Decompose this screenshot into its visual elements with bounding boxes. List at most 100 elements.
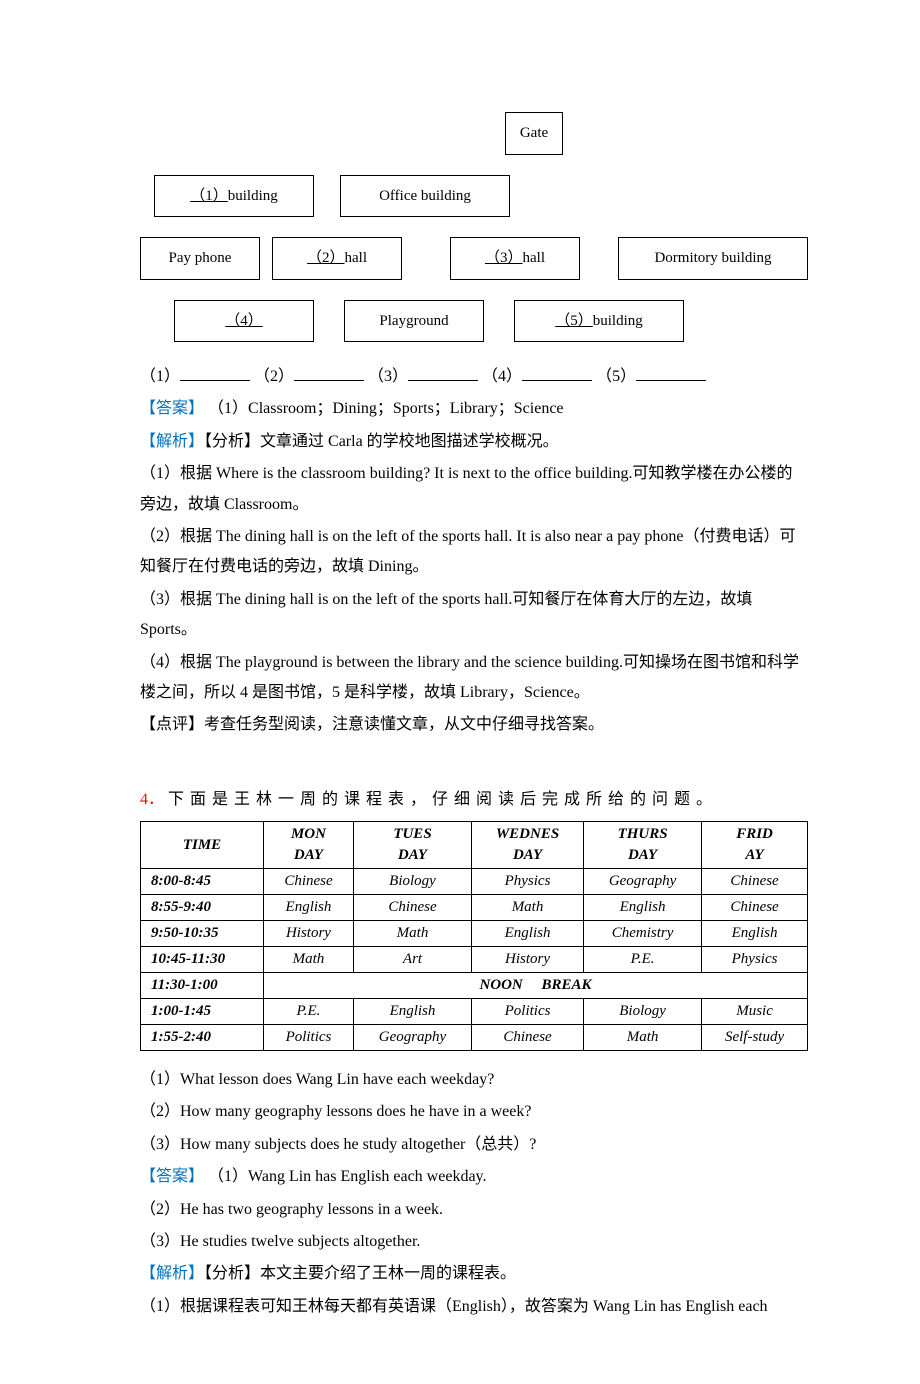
explain1-p2: （2）根据 The dining hall is on the left of … — [140, 522, 808, 583]
q4-sub2: （2）How many geography lessons does he ha… — [140, 1097, 808, 1127]
blank-field-1 — [180, 364, 250, 381]
pay-phone-box: Pay phone — [140, 237, 260, 280]
th-time: TIME — [141, 822, 264, 869]
table-row: 1:00-1:45 P.E. English Politics Biology … — [141, 999, 808, 1025]
noon-row: 11:30-1:00 NOON BREAK — [141, 973, 808, 999]
explain2-intro-line: 【解析】【分析】本文主要介绍了王林一周的课程表。 — [140, 1259, 808, 1289]
cell: Chinese — [702, 869, 808, 895]
q4-sub3: （3）How many subjects does he study altog… — [140, 1130, 808, 1160]
cell: English — [584, 895, 702, 921]
cell: Biology — [584, 999, 702, 1025]
blank-field-5 — [636, 364, 706, 381]
cell: Chinese — [702, 895, 808, 921]
cell: Math — [472, 895, 584, 921]
n5: （5） — [596, 368, 636, 385]
cell: P.E. — [584, 947, 702, 973]
blank5-suffix: building — [593, 313, 643, 329]
fill-row: （1） （2） （3） （4） （5） — [140, 362, 808, 392]
cell: Math — [353, 921, 471, 947]
explain1-intro-text: 【分析】文章通过 Carla 的学校地图描述学校概况。 — [204, 433, 559, 450]
explain1-p1: （1）根据 Where is the classroom building? I… — [140, 459, 808, 520]
cell: History — [264, 921, 354, 947]
time-cell: 9:50-10:35 — [141, 921, 264, 947]
table-row: 8:55-9:40 English Chinese Math English C… — [141, 895, 808, 921]
q4-number: 4． — [140, 791, 164, 808]
th-fri: FRIDAY — [702, 822, 808, 869]
blank3-prefix: （3） — [485, 250, 523, 266]
blank1-box: （1）building — [154, 175, 314, 218]
office-building-box: Office building — [340, 175, 510, 218]
cell: Geography — [584, 869, 702, 895]
cell: English — [264, 895, 354, 921]
answer2-a2: （2）He has two geography lessons in a wee… — [140, 1195, 808, 1225]
cell: Self-study — [702, 1025, 808, 1051]
blank2-suffix: hall — [345, 250, 368, 266]
cell: Chemistry — [584, 921, 702, 947]
time-cell: 8:00-8:45 — [141, 869, 264, 895]
table-row: 1:55-2:40 Politics Geography Chinese Mat… — [141, 1025, 808, 1051]
time-cell: 1:55-2:40 — [141, 1025, 264, 1051]
cell: Chinese — [472, 1025, 584, 1051]
cell: Biology — [353, 869, 471, 895]
playground-box: Playground — [344, 300, 484, 343]
th-wed: WEDNESDAY — [472, 822, 584, 869]
answer2-a1: （1）Wang Lin has English each weekday. — [204, 1168, 487, 1185]
th-tue: TUESDAY — [353, 822, 471, 869]
time-cell: 10:45-11:30 — [141, 947, 264, 973]
blank5-prefix: （5） — [555, 313, 593, 329]
cell: Chinese — [353, 895, 471, 921]
gate-box: Gate — [505, 112, 563, 155]
explain2-label: 【解析】 — [140, 1265, 204, 1282]
q4-stem-line: 4． 下面是王林一周的课程表，仔细阅读后完成所给的问题。 — [140, 785, 808, 815]
n4: （4） — [482, 368, 522, 385]
dormitory-box: Dormitory building — [618, 237, 808, 280]
cell: English — [353, 999, 471, 1025]
blank1-suffix: building — [228, 188, 278, 204]
explain2-p1: （1）根据课程表可知王林每天都有英语课（English），故答案为 Wang L… — [140, 1292, 808, 1322]
th-mon: MONDAY — [264, 822, 354, 869]
blank-field-3 — [408, 364, 478, 381]
explain1-review: 【点评】考查任务型阅读，注意读懂文章，从文中仔细寻找答案。 — [140, 710, 808, 740]
cell: History — [472, 947, 584, 973]
cell: Music — [702, 999, 808, 1025]
answer2-label: 【答案】 — [140, 1168, 204, 1185]
cell: English — [472, 921, 584, 947]
explain1-p3: （3）根据 The dining hall is on the left of … — [140, 585, 808, 646]
n1: （1） — [140, 368, 180, 385]
cell: Physics — [472, 869, 584, 895]
cell: Politics — [264, 1025, 354, 1051]
cell: Math — [584, 1025, 702, 1051]
blank3-suffix: hall — [523, 250, 546, 266]
explain1-intro: 【解析】【分析】文章通过 Carla 的学校地图描述学校概况。 — [140, 427, 808, 457]
cell: P.E. — [264, 999, 354, 1025]
cell: Math — [264, 947, 354, 973]
time-cell: 1:00-1:45 — [141, 999, 264, 1025]
noon-label-text: NOON BREAK — [479, 977, 591, 993]
schedule-header-row: TIME MONDAY TUESDAY WEDNESDAY THURSDAY F… — [141, 822, 808, 869]
n2: （2） — [254, 368, 294, 385]
cell: English — [702, 921, 808, 947]
answer1-label: 【答案】 — [140, 400, 204, 417]
noon-label: NOON BREAK — [264, 973, 808, 999]
noon-time: 11:30-1:00 — [141, 973, 264, 999]
n3: （3） — [368, 368, 408, 385]
table-row: 8:00-8:45 Chinese Biology Physics Geogra… — [141, 869, 808, 895]
blank2-prefix: （2） — [307, 250, 345, 266]
th-thu: THURSDAY — [584, 822, 702, 869]
answer2-a3: （3）He studies twelve subjects altogether… — [140, 1227, 808, 1257]
table-row: 10:45-11:30 Math Art History P.E. Physic… — [141, 947, 808, 973]
q4-sub1: （1）What lesson does Wang Lin have each w… — [140, 1065, 808, 1095]
blank5-box: （5）building — [514, 300, 684, 343]
time-cell: 8:55-9:40 — [141, 895, 264, 921]
cell: Politics — [472, 999, 584, 1025]
explain2-intro: 【分析】本文主要介绍了王林一周的课程表。 — [204, 1265, 516, 1282]
explain1-p4: （4）根据 The playground is between the libr… — [140, 648, 808, 709]
cell: Geography — [353, 1025, 471, 1051]
cell: Art — [353, 947, 471, 973]
blank-field-4 — [522, 364, 592, 381]
table-row: 9:50-10:35 History Math English Chemistr… — [141, 921, 808, 947]
cell: Chinese — [264, 869, 354, 895]
cell: Physics — [702, 947, 808, 973]
explain1-label: 【解析】 — [140, 433, 204, 450]
blank1-prefix: （1） — [190, 188, 228, 204]
